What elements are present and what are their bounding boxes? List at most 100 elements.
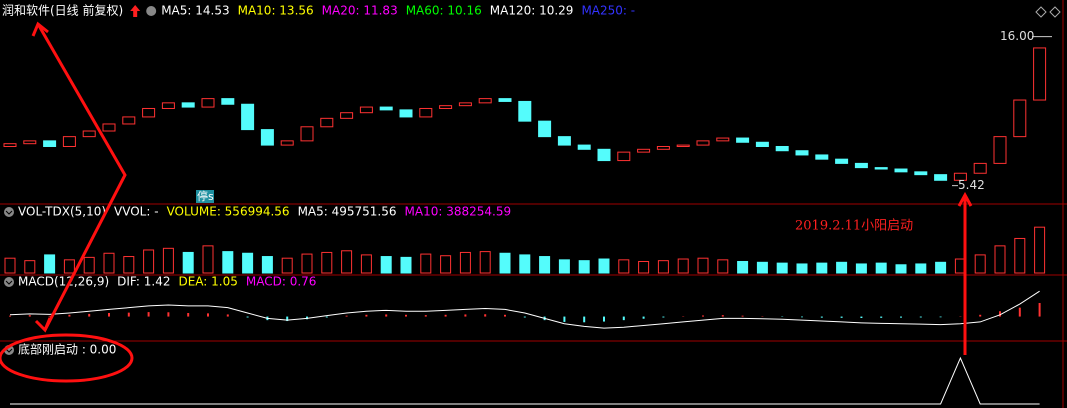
candle [716,137,730,142]
legend-item: MA250: - [581,4,635,18]
legend-item: VVOL: - [114,205,159,219]
volume-bar [380,256,392,274]
volume-bar [737,260,749,274]
candle [221,98,235,105]
volume-bar [717,259,729,274]
plot-layer: 16.00 5.42 润和软件(日线 前复权) MA5: 14.53 MA10: 13.… [2,3,1052,405]
candle [815,154,829,160]
candle [795,150,809,156]
candle [696,140,710,146]
candle [597,148,611,162]
volume-bar [578,260,590,274]
volume-bar [202,245,214,274]
volume-bar [519,254,531,274]
volume-bar [440,255,452,274]
candle [854,162,868,169]
candle [379,106,393,111]
volume-bar [479,251,491,274]
volume-bar [44,254,56,274]
annotation-circle [0,333,134,383]
candle [419,107,433,118]
legend-item: MACD(12,26,9) [18,275,109,289]
candle [736,137,750,143]
volume-bar [341,250,353,274]
candle [993,136,1007,164]
volume-bar [420,253,432,274]
legend-item: DEA: 1.05 [178,275,237,289]
candle [122,116,136,125]
candle [458,102,472,107]
volume-bar [776,262,788,274]
price-label: 16.00 [1000,29,1034,43]
candle [181,102,195,108]
volume-bar [63,259,75,274]
volume-bar [143,249,155,274]
candle [755,141,769,147]
annotation-marks [0,21,973,383]
arrow-head [957,191,973,207]
candle [1013,99,1027,138]
legend-item: VOL-TDX(5,10) [18,205,106,219]
legend-item: MA10: 13.56 [238,4,314,18]
legend-item: MA5: 495751.56 [298,205,397,219]
volume-bar [935,261,947,274]
volume-bar [539,256,551,274]
candle [62,136,76,147]
volume-bar [400,256,412,274]
candle [973,162,987,174]
collapse-chevron [5,210,13,215]
legend-item: MA10: 388254.59 [405,205,512,219]
volume-bar [182,251,194,274]
candle [142,107,156,118]
candle [359,106,373,114]
tag-box [196,190,214,203]
volume-bar [1034,226,1046,274]
volume-bar [499,252,511,274]
volume-bar [915,263,927,274]
collapse-icon [4,277,14,287]
volume-bar [242,252,254,274]
volume-bar [1014,237,1026,274]
volume-bar [855,263,867,274]
candle [934,174,948,181]
volume-bar [657,260,669,274]
volume-bar [281,257,293,274]
collapse-chevron [5,348,13,353]
candle [874,167,888,170]
volume-bar [261,256,273,274]
volume-bar [162,247,174,274]
candle [43,140,57,147]
candle [82,130,96,138]
volume-bar [974,254,986,274]
arrow-head [34,317,52,333]
candle [439,105,453,109]
price-label: 5.42 [958,178,985,192]
volume-bar [816,262,828,274]
legend-item: VOLUME: 556994.56 [167,205,290,219]
candle [557,136,571,146]
volume-bar [994,245,1006,274]
volume-bar [4,257,16,274]
volume-bar [677,258,689,274]
candle [498,98,512,102]
candle [340,112,354,119]
candle [478,98,492,104]
volume-bar [301,253,313,274]
volume-bar [123,256,135,274]
collapse-icon [4,207,14,217]
annotation-arrow [36,23,127,331]
legend-item: MA120: 10.29 [490,4,574,18]
volume-bar [836,261,848,274]
candle [201,98,215,108]
candle [518,100,532,122]
legend-item: 润和软件(日线 前复权) [2,3,123,18]
volume-bar [360,254,372,274]
annotation-note: 2019.2.11小阳启动 [795,219,913,234]
volume-bar [796,263,808,274]
signal-line [10,356,1040,405]
candle [656,145,670,150]
candle [399,109,413,118]
window-icons[interactable] [1035,6,1061,18]
candle [775,145,789,152]
